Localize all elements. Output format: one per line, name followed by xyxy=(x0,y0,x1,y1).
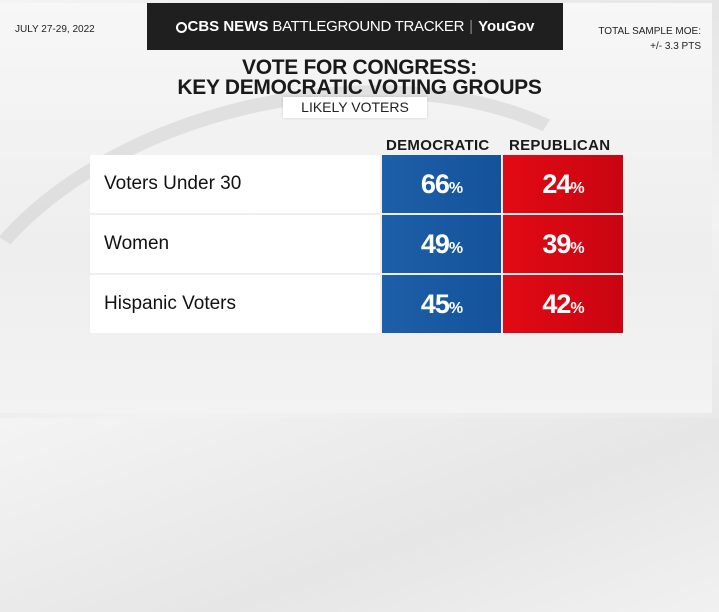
republican-value-cell: 42% xyxy=(503,275,623,333)
percent-sign: % xyxy=(448,180,463,197)
percent-sign: % xyxy=(570,240,584,257)
percent-sign: % xyxy=(448,240,463,257)
democratic-value-cell: 49% xyxy=(382,215,501,273)
cbs-battleground-banner: CBS NEWS BATTLEGROUND TRACKER | YouGov xyxy=(147,3,563,50)
partner-name: YouGov xyxy=(478,18,535,35)
cbs-eye-icon xyxy=(175,22,187,33)
democratic-value: 66 xyxy=(420,169,450,199)
title-line-2: KEY DEMOCRATIC VOTING GROUPS xyxy=(177,76,542,99)
democratic-value: 49 xyxy=(420,229,450,259)
subtitle-badge: LIKELY VOTERS xyxy=(283,97,427,118)
percent-sign: % xyxy=(448,300,463,317)
democratic-value-cell: 66% xyxy=(382,155,501,213)
program-name: BATTLEGROUND TRACKER xyxy=(272,18,465,35)
chart-title: VOTE FOR CONGRESS: KEY DEMOCRATIC VOTING… xyxy=(0,56,719,99)
republican-value: 24 xyxy=(542,169,571,199)
republican-value-cell: 24% xyxy=(503,155,623,213)
row-label: Women xyxy=(90,215,380,273)
moe-value: +/- 3.3 PTS xyxy=(650,41,701,52)
survey-date: JULY 27-29, 2022 xyxy=(15,24,95,35)
moe-label: TOTAL SAMPLE MOE: xyxy=(598,26,701,37)
row-label: Hispanic Voters xyxy=(90,275,380,333)
brand-name: CBS NEWS xyxy=(187,18,269,35)
table-row: Voters Under 30 66% 24% xyxy=(90,155,623,213)
republican-value: 39 xyxy=(542,229,571,259)
column-header-democratic: DEMOCRATIC xyxy=(386,137,490,154)
row-label: Voters Under 30 xyxy=(90,155,380,213)
table-row: Hispanic Voters 45% 42% xyxy=(90,275,623,333)
percent-sign: % xyxy=(570,300,584,317)
republican-value: 42 xyxy=(542,289,571,319)
democratic-value: 45 xyxy=(420,289,450,319)
table-row: Women 49% 39% xyxy=(90,215,623,273)
democratic-value-cell: 45% xyxy=(382,275,501,333)
divider: | xyxy=(469,18,474,35)
title-line-1: VOTE FOR CONGRESS: xyxy=(242,56,477,79)
column-header-republican: REPUBLICAN xyxy=(509,137,611,154)
percent-sign: % xyxy=(570,180,584,197)
margin-of-error: TOTAL SAMPLE MOE: +/- 3.3 PTS xyxy=(598,24,701,54)
republican-value-cell: 39% xyxy=(503,215,623,273)
